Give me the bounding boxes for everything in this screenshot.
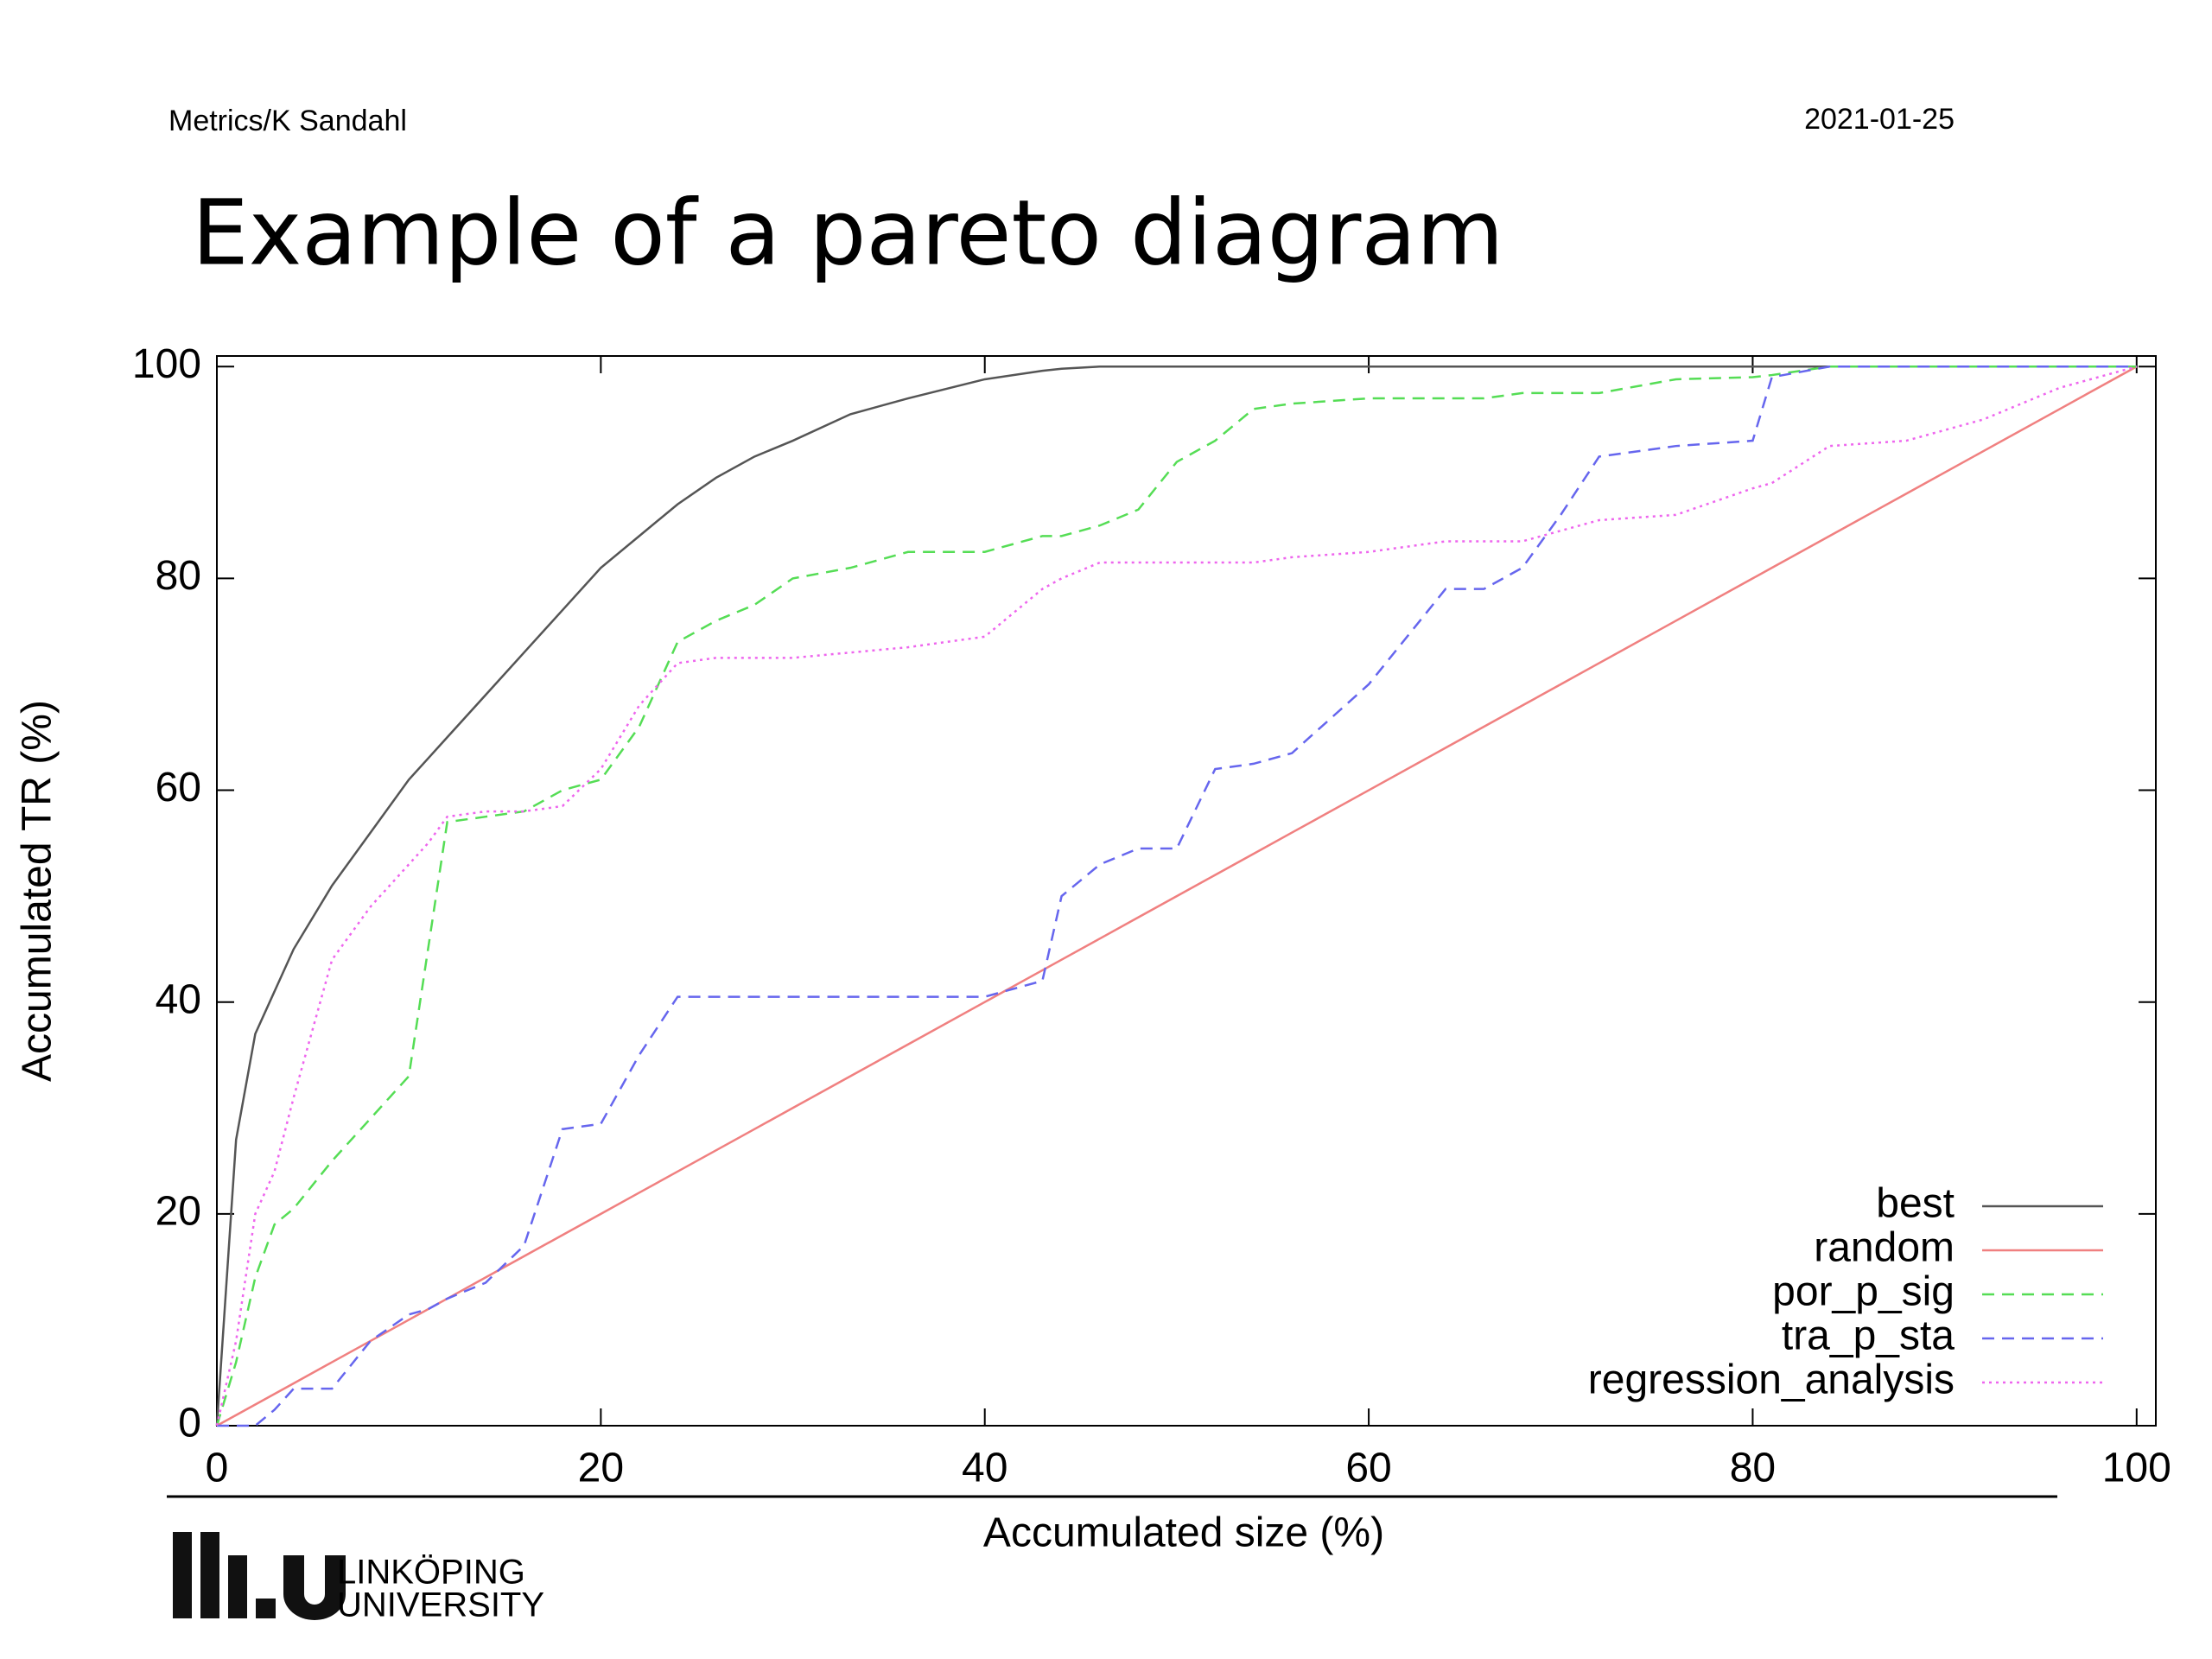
x-tick-label: 100 (2102, 1446, 2171, 1491)
x-tick-label: 40 (962, 1446, 1007, 1491)
y-tick-label: 80 (156, 553, 201, 599)
legend-label: best (1876, 1181, 1955, 1227)
y-tick-label: 20 (156, 1189, 201, 1235)
x-tick-label: 80 (1730, 1446, 1776, 1491)
logo-bar (200, 1532, 219, 1618)
slide-title: Example of a pareto diagram (192, 180, 1503, 285)
logo-bar (173, 1532, 192, 1618)
series-line (217, 365, 2137, 1427)
y-axis-label: Accumulated TR (%) (15, 700, 60, 1082)
logo-dot (256, 1599, 276, 1618)
x-axis-label: Accumulated size (%) (983, 1510, 1384, 1556)
legend-label: regression_analysis (1588, 1357, 1955, 1403)
legend-label: por_p_sig (1772, 1269, 1955, 1315)
x-tick-label: 0 (206, 1446, 229, 1491)
header-left: Metrics/K Sandahl (168, 105, 407, 137)
series-line (215, 365, 2138, 1427)
logo-text: UNIVERSITY (337, 1586, 544, 1624)
y-tick-label: 40 (156, 976, 201, 1022)
x-tick-label: 20 (578, 1446, 624, 1491)
header-date: 2021-01-25 (1804, 103, 1955, 136)
legend-label: random (1814, 1225, 1955, 1271)
series-line (216, 365, 2138, 1427)
x-tick-label: 60 (1345, 1446, 1391, 1491)
logo-text: LINKÖPING (337, 1554, 525, 1592)
logo: LINKÖPING UNIVERSITY (173, 1532, 544, 1624)
legend-label: tra_p_sta (1782, 1313, 1955, 1359)
y-tick-label: 0 (178, 1401, 201, 1446)
y-tick-label: 100 (132, 341, 201, 387)
y-tick-label: 60 (156, 765, 201, 810)
series-line (215, 365, 2137, 1427)
plot-frame (216, 355, 2157, 1427)
logo-bar (228, 1555, 247, 1618)
logo-u (283, 1555, 346, 1620)
